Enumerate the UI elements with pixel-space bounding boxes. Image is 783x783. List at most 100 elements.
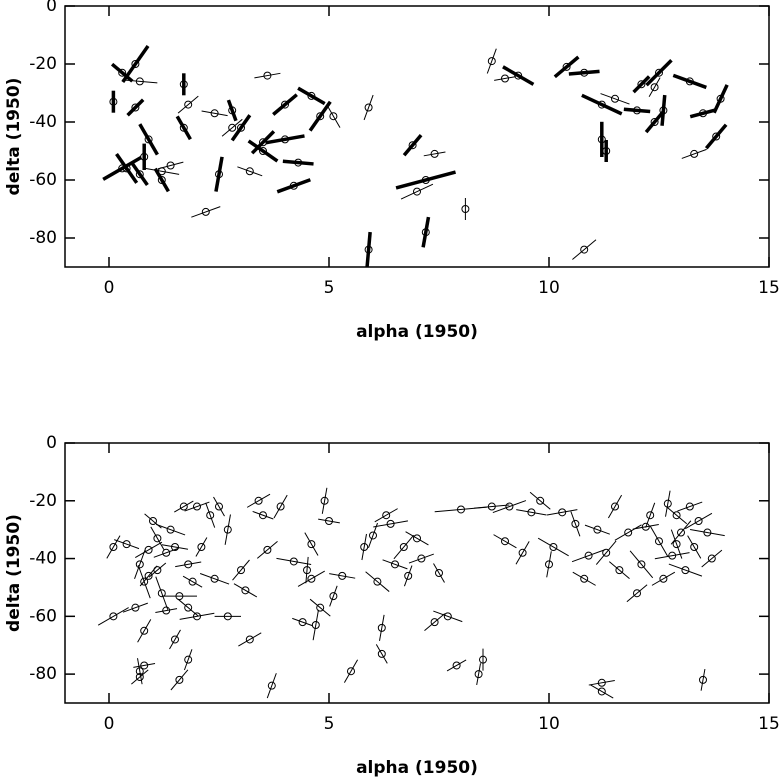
polarization-vector (421, 216, 431, 248)
polarization-vector (374, 508, 398, 523)
source-marker (157, 589, 166, 598)
source-marker (655, 68, 663, 77)
source-marker (241, 586, 250, 595)
polarization-vector (685, 512, 713, 530)
source-marker (593, 525, 602, 534)
polarization-vector (681, 148, 707, 159)
source-marker (298, 618, 307, 627)
source-marker (223, 612, 232, 621)
polarization-vector (297, 570, 325, 587)
source-marker (237, 123, 245, 132)
y-tick-label: -80 (29, 664, 57, 684)
source-marker (131, 60, 140, 68)
source-marker (135, 667, 144, 676)
polarization-vector (122, 602, 148, 613)
source-marker (597, 678, 606, 687)
polarization-vector (546, 509, 578, 516)
source-marker (281, 135, 289, 144)
x-axis-label: alpha (1950) (356, 322, 478, 342)
source-marker (479, 655, 487, 664)
polarization-vector (516, 509, 547, 516)
polarization-vector (701, 549, 723, 568)
source-marker (663, 499, 672, 508)
plot-frame (64, 442, 770, 704)
polarization-vector (153, 547, 179, 558)
polarization-vector (153, 167, 170, 193)
source-marker (571, 519, 580, 528)
source-marker (162, 606, 171, 615)
source-marker (197, 543, 206, 551)
source-marker (391, 560, 399, 569)
source-marker (487, 57, 496, 66)
polarization-vector (144, 513, 162, 529)
source-marker (360, 543, 369, 551)
plot-frame (64, 5, 770, 268)
polarization-vector (184, 501, 210, 512)
polarization-vector (232, 559, 250, 581)
polarization-vector (195, 537, 208, 557)
polarization-vector (668, 563, 703, 577)
polarization-vector (608, 561, 630, 579)
source-marker (215, 502, 223, 511)
polarization-vector (424, 613, 446, 631)
y-tick-label: -40 (29, 112, 57, 132)
source-marker (457, 505, 465, 514)
polarization-vector (157, 161, 184, 170)
source-marker (289, 181, 298, 190)
polarization-vector (233, 583, 258, 598)
polarization-vector (276, 557, 312, 565)
source-marker (325, 517, 333, 525)
polarization-vector (361, 533, 367, 561)
source-marker (228, 106, 237, 115)
polarization-vector (648, 77, 661, 97)
polarization-vector (252, 510, 274, 520)
source-marker (179, 123, 188, 132)
polarization-vector (282, 159, 314, 166)
polarization-vector (571, 549, 606, 563)
x-axis-label: alpha (1950) (356, 758, 478, 778)
polarization-vector (623, 107, 651, 114)
source-marker (267, 681, 276, 690)
source-marker (201, 207, 210, 216)
source-marker (580, 574, 589, 583)
polarization-vector (304, 532, 319, 556)
polarization-vector (365, 231, 372, 268)
polarization-vector (660, 94, 667, 126)
polarization-vector (250, 130, 276, 155)
y-tick-label: -60 (29, 170, 57, 190)
source-marker (399, 543, 408, 551)
polarization-vector (134, 549, 146, 579)
polarization-vector (213, 496, 225, 517)
polarization-vector (494, 76, 516, 81)
polarization-vector (155, 523, 186, 536)
source-marker (303, 566, 311, 575)
polarization-vector (672, 73, 707, 90)
source-marker (624, 528, 633, 537)
polarization-vector (326, 104, 341, 128)
source-marker (641, 522, 650, 531)
polarization-vector (677, 501, 703, 512)
source-marker (281, 100, 289, 109)
source-marker (580, 245, 589, 254)
polarization-vector (689, 108, 717, 119)
polarization-vector (595, 540, 617, 565)
source-marker (122, 540, 131, 549)
polarization-vector (247, 139, 279, 163)
polarization-vector (182, 575, 203, 588)
source-marker (685, 77, 694, 86)
source-marker (307, 91, 316, 100)
source-marker (602, 147, 611, 155)
y-axis-label: delta (1950) (4, 514, 24, 632)
polarization-vector (423, 151, 446, 157)
polarization-vector (572, 571, 596, 586)
source-marker (311, 621, 320, 629)
source-marker (413, 534, 421, 543)
source-marker (527, 508, 536, 517)
polarization-vector (174, 500, 194, 513)
polarization-vector (137, 619, 152, 643)
source-marker (259, 511, 267, 520)
polarization-vector (97, 607, 129, 626)
source-marker (135, 673, 144, 681)
polarization-vector (177, 95, 199, 114)
source-marker (637, 560, 646, 569)
